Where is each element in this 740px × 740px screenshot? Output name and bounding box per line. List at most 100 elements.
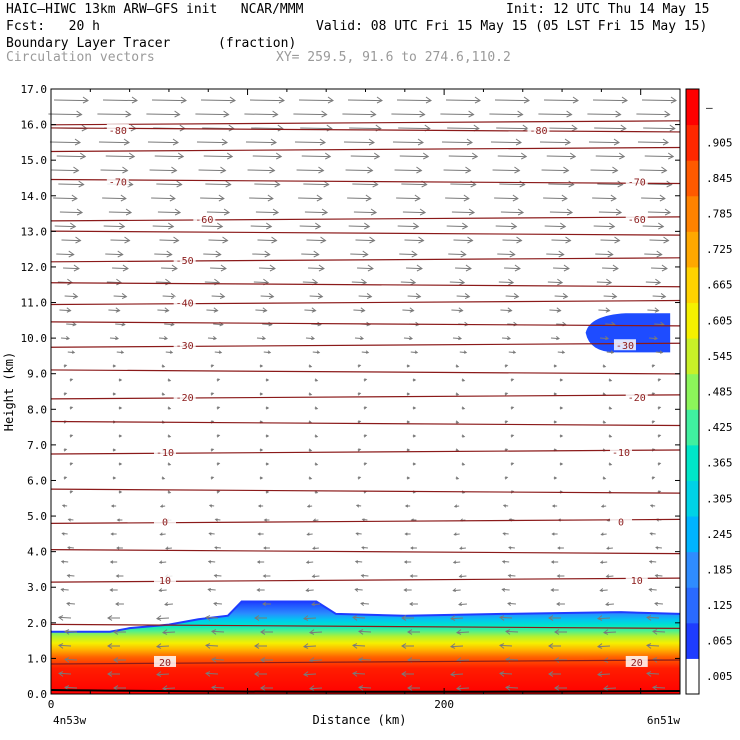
circulation-vector bbox=[651, 476, 656, 480]
circulation-vector bbox=[255, 307, 268, 313]
temperature-contour bbox=[50, 178, 681, 185]
colorbar-swatch bbox=[686, 480, 699, 517]
circulation-vector bbox=[352, 615, 366, 621]
circulation-vector bbox=[505, 685, 519, 691]
contour-label: -10 bbox=[156, 448, 174, 459]
circulation-vector bbox=[265, 490, 270, 494]
circulation-vector bbox=[594, 124, 627, 132]
circulation-vector bbox=[357, 420, 362, 424]
circulation-vector bbox=[162, 629, 176, 635]
circulation-vector bbox=[312, 350, 321, 354]
circulation-vector bbox=[654, 574, 663, 578]
circulation-vector bbox=[161, 264, 178, 272]
circulation-vector bbox=[210, 364, 215, 368]
circulation-vector bbox=[112, 448, 117, 452]
temperature-contour bbox=[50, 488, 681, 494]
valid-time: Valid: 08 UTC Fri 15 May 15 (05 LST Fri … bbox=[316, 19, 708, 34]
circulation-vector bbox=[342, 110, 377, 118]
circulation-vector bbox=[651, 264, 668, 272]
circulation-vector bbox=[159, 504, 166, 508]
circulation-vector bbox=[102, 194, 127, 202]
colorbar-label: .185 bbox=[706, 563, 733, 576]
circulation-vector bbox=[401, 615, 414, 621]
temperature-contour bbox=[50, 623, 681, 629]
circulation-vector bbox=[354, 336, 364, 341]
circulation-vector bbox=[461, 462, 466, 466]
circulation-vector bbox=[107, 671, 120, 677]
colorbar-label: .665 bbox=[706, 279, 733, 292]
circulation-vector bbox=[451, 307, 464, 313]
circulation-vector bbox=[100, 166, 129, 174]
circulation-vector bbox=[602, 420, 607, 424]
circulation-vector bbox=[216, 406, 221, 410]
contour-label: -20 bbox=[628, 393, 646, 404]
circulation-vector bbox=[496, 124, 529, 132]
circulation-vector bbox=[440, 110, 475, 118]
circulation-vector bbox=[392, 138, 424, 146]
circulation-vector bbox=[637, 138, 669, 146]
circulation-vector bbox=[103, 222, 126, 230]
circulation-vector bbox=[559, 378, 564, 382]
x-start-location: 4n53w bbox=[53, 714, 86, 727]
circulation-vector bbox=[553, 264, 570, 272]
circulation-vector bbox=[208, 236, 229, 244]
circulation-vector bbox=[649, 236, 670, 244]
circulation-vector bbox=[66, 574, 75, 578]
circulation-vector bbox=[554, 629, 567, 635]
circulation-vector bbox=[116, 518, 123, 522]
circulation-vector bbox=[453, 236, 474, 244]
circulation-vector bbox=[608, 406, 613, 410]
circulation-vector bbox=[203, 152, 234, 160]
colorbar-swatch bbox=[686, 444, 699, 481]
circulation-vector bbox=[118, 378, 123, 382]
contour-label: 0 bbox=[618, 517, 624, 528]
colorbar-label: .905 bbox=[706, 136, 733, 149]
circulation-vector bbox=[63, 476, 68, 480]
circulation-vector bbox=[597, 615, 611, 621]
circulation-vector bbox=[603, 293, 618, 300]
circulation-vector bbox=[448, 152, 479, 160]
circulation-vector bbox=[508, 350, 517, 354]
circulation-vector bbox=[69, 378, 74, 382]
circulation-vector bbox=[109, 560, 118, 564]
circulation-vector bbox=[499, 671, 513, 677]
circulation-vector bbox=[200, 96, 236, 104]
contour-label: -60 bbox=[628, 215, 646, 226]
circulation-vector bbox=[255, 208, 280, 216]
circulation-vector bbox=[504, 392, 509, 396]
circulation-vector bbox=[357, 476, 362, 480]
circulation-vector bbox=[641, 194, 666, 202]
circulation-vector bbox=[652, 293, 667, 300]
circulation-vector bbox=[113, 629, 126, 635]
circulation-vector bbox=[265, 406, 270, 410]
circulation-vector bbox=[505, 293, 520, 300]
x-tick-label: 0 bbox=[48, 698, 55, 711]
circulation-vector bbox=[151, 96, 187, 104]
circulation-vector bbox=[597, 643, 611, 649]
colorbar-label: .245 bbox=[706, 528, 733, 541]
circulation-vector bbox=[109, 588, 118, 592]
circulation-vector bbox=[51, 166, 80, 174]
circulation-vector bbox=[357, 364, 362, 368]
circulation-vector bbox=[539, 138, 571, 146]
colorbar-label: .545 bbox=[706, 350, 733, 363]
circulation-vector bbox=[118, 490, 123, 494]
circulation-vector bbox=[549, 208, 574, 216]
colorbar-swatch bbox=[686, 551, 699, 588]
circulation-vector bbox=[167, 490, 172, 494]
circulation-vector bbox=[548, 671, 561, 677]
circulation-vector bbox=[651, 420, 656, 424]
circulation-vector bbox=[504, 364, 509, 368]
circulation-vector bbox=[605, 574, 614, 578]
contour-label: -40 bbox=[176, 299, 194, 310]
circulation-vector bbox=[211, 629, 225, 635]
circulation-vector bbox=[410, 546, 417, 550]
circulation-vector bbox=[360, 574, 369, 578]
circulation-vector bbox=[254, 671, 267, 677]
circulation-vector bbox=[259, 392, 264, 396]
circulation-vector bbox=[406, 476, 411, 480]
circulation-vector bbox=[350, 250, 369, 258]
y-tick-label: 8.0 bbox=[27, 403, 47, 416]
temperature-contour bbox=[50, 577, 681, 583]
circulation-vector bbox=[557, 350, 566, 354]
